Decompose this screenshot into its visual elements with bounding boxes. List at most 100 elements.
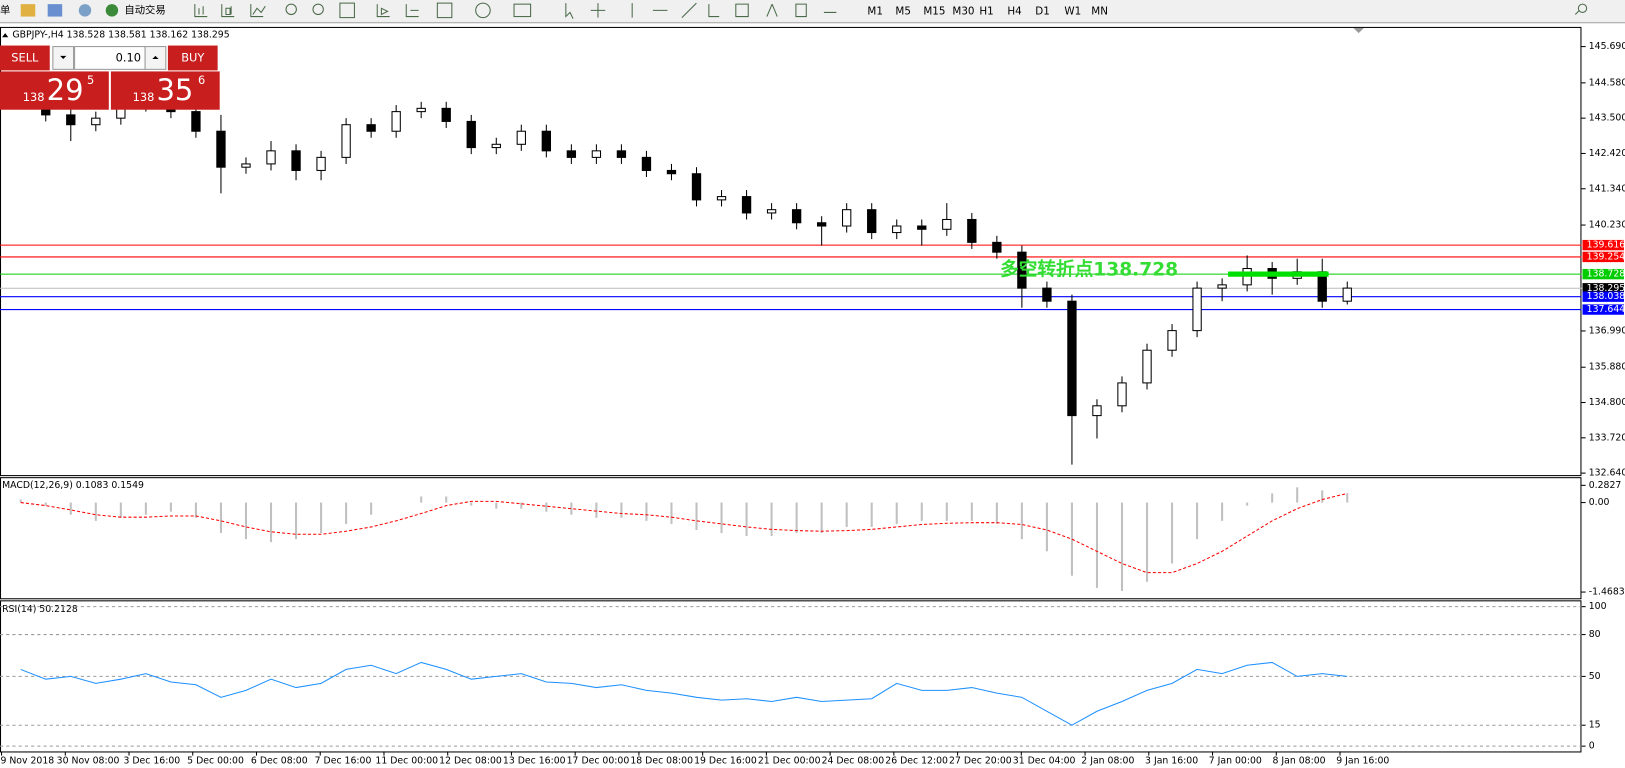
sell-button[interactable] — [0, 45, 50, 71]
candle-body — [316, 156, 326, 171]
icon[interactable] — [405, 4, 419, 18]
candle-body — [441, 107, 451, 122]
timeframe-button[interactable]: D1 — [1035, 5, 1050, 17]
buy-price-box[interactable] — [110, 71, 220, 110]
icon[interactable] — [565, 3, 574, 19]
candle-body — [91, 117, 101, 126]
arrow-up — [152, 55, 159, 59]
price-level-box — [1582, 251, 1624, 263]
macd-bar — [470, 502, 473, 506]
icon[interactable] — [339, 2, 355, 19]
macd-bar — [1246, 502, 1249, 506]
x-tick-label: 6 Dec 08:00 — [251, 755, 308, 766]
x-tick-label: 17 Dec 00:00 — [567, 755, 630, 766]
macd-bar — [745, 502, 748, 537]
macd-bar — [995, 502, 998, 524]
panels — [0, 26, 1582, 753]
icon[interactable] — [47, 4, 63, 17]
symbol-header: GBPJPY-,H4 138.528 138.581 138.162 138.2… — [12, 30, 229, 41]
macd-bar — [545, 502, 548, 512]
search[interactable] — [1577, 3, 1588, 13]
sell-label: SELL — [11, 50, 39, 64]
autotrade-button[interactable]: 自动交易 — [124, 3, 165, 16]
candle-body — [1117, 382, 1127, 407]
candle-body — [66, 114, 76, 126]
buy-price-main: 35 — [156, 73, 193, 107]
toolbar: 单 自动交易 M1 M5 M15 M30 H1 H4 D1 W1 MN — [0, 0, 1625, 24]
candle-body — [992, 241, 1002, 253]
rsi-title: RSI(14) 50.2128 — [2, 604, 78, 615]
macd-bar — [1120, 502, 1124, 591]
icon-autotrade[interactable] — [105, 4, 119, 17]
candle-body — [867, 209, 877, 234]
macd-bar — [144, 502, 147, 515]
macd-bar — [645, 502, 648, 521]
macd-panel — [0, 477, 1582, 600]
y-tick-label: 141.340 — [1589, 183, 1625, 194]
macd-bar — [1321, 490, 1324, 503]
icon[interactable] — [436, 2, 453, 19]
icon[interactable] — [250, 4, 266, 18]
candle-body — [892, 225, 902, 234]
candle-body — [1142, 349, 1152, 384]
tool-icons — [194, 2, 1588, 19]
icon[interactable] — [475, 2, 491, 19]
icon[interactable] — [194, 4, 208, 18]
timeframe-button[interactable]: H1 — [979, 5, 993, 17]
y-tick-label: 134.800 — [1589, 397, 1625, 408]
timeframe-button[interactable]: M15 — [923, 5, 945, 17]
y-tick-label: 144.580 — [1589, 77, 1625, 88]
timeframe-button[interactable]: H4 — [1007, 5, 1021, 17]
timeframe-button[interactable]: W1 — [1064, 5, 1081, 17]
candle-body — [216, 130, 226, 168]
timeframe-button[interactable]: M1 — [867, 5, 883, 17]
x-tick-label: 7 Jan 00:00 — [1209, 755, 1262, 766]
timeframe-button[interactable]: MN — [1091, 5, 1108, 17]
x-tick-label: 19 Dec 16:00 — [694, 755, 757, 766]
y-tick-label: 0 — [1589, 741, 1595, 752]
macd-bar — [169, 502, 172, 512]
icon[interactable] — [285, 3, 297, 16]
candle-body — [967, 218, 977, 243]
macd-bar — [595, 502, 598, 518]
price-level-label: 139.616 — [1587, 240, 1625, 251]
icon[interactable] — [20, 4, 36, 17]
macd-bar — [44, 502, 47, 506]
sell-price-box[interactable] — [0, 71, 109, 110]
macd-bar — [345, 502, 348, 524]
x-tick-label: 21 Dec 00:00 — [758, 755, 821, 766]
icon[interactable] — [78, 4, 92, 17]
macd-bar — [1020, 502, 1023, 540]
macd-bar — [970, 502, 973, 521]
timeframe-button[interactable]: M5 — [895, 5, 911, 17]
x-tick-label: 9 Jan 16:00 — [1336, 755, 1389, 766]
timeframe-button[interactable]: M30 — [952, 5, 974, 17]
x-tick-label: 27 Dec 20:00 — [949, 755, 1012, 766]
y-tick-label: 140.230 — [1589, 220, 1625, 231]
y-tick-label: 133.720 — [1589, 432, 1625, 443]
icon[interactable] — [221, 4, 235, 18]
icon[interactable] — [590, 3, 606, 18]
x-tick-label: 30 Nov 08:00 — [57, 755, 120, 766]
buy-price-small: 6 — [198, 73, 205, 87]
candle-body — [1217, 284, 1227, 289]
x-tick-label: 13 Dec 16:00 — [503, 755, 566, 766]
candle-body — [491, 143, 501, 149]
y-tick-label: 135.880 — [1589, 362, 1625, 373]
y-tick-label: 80 — [1589, 629, 1601, 640]
price-level-box — [1582, 268, 1624, 280]
buy-button[interactable] — [167, 45, 218, 71]
macd-bar — [770, 502, 773, 537]
candle-body — [1092, 405, 1102, 417]
macd-bar — [420, 496, 423, 503]
y-tick-label: 0.2827 — [1589, 480, 1622, 491]
icon[interactable] — [513, 3, 532, 18]
candle-body — [366, 124, 376, 132]
macd-bar — [19, 499, 22, 503]
icon[interactable] — [312, 3, 324, 16]
icon[interactable] — [376, 4, 390, 18]
icon[interactable] — [1574, 9, 1580, 15]
arrow-down — [60, 55, 67, 59]
icon[interactable] — [631, 2, 837, 18]
